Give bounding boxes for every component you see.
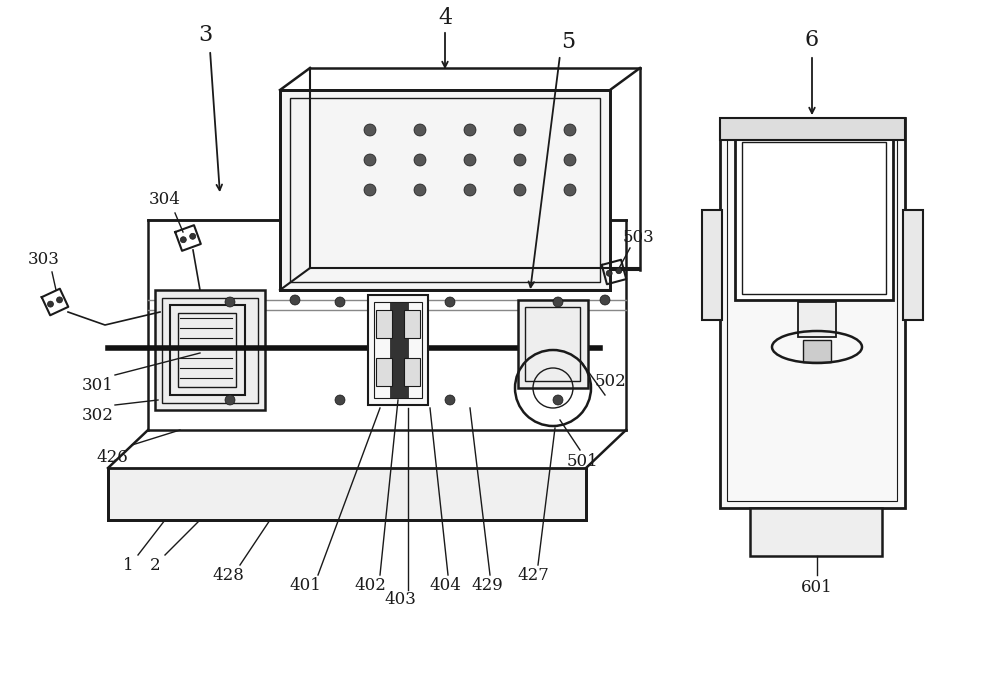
Bar bbox=[376, 310, 392, 338]
Bar bbox=[374, 302, 422, 398]
Text: 6: 6 bbox=[805, 29, 819, 51]
Bar bbox=[525, 307, 580, 381]
Circle shape bbox=[190, 234, 196, 239]
Circle shape bbox=[464, 124, 476, 136]
Text: 302: 302 bbox=[82, 406, 114, 424]
Circle shape bbox=[464, 154, 476, 166]
Circle shape bbox=[464, 184, 476, 196]
Bar bbox=[735, 135, 893, 300]
Text: 428: 428 bbox=[212, 567, 244, 584]
Text: 303: 303 bbox=[28, 251, 60, 269]
Text: 1: 1 bbox=[123, 556, 133, 573]
Bar bbox=[170, 305, 245, 395]
Text: 403: 403 bbox=[384, 592, 416, 609]
Text: 4: 4 bbox=[438, 7, 452, 29]
Circle shape bbox=[553, 297, 563, 307]
Bar bbox=[290, 98, 600, 282]
Bar bbox=[750, 508, 882, 556]
Text: 601: 601 bbox=[801, 580, 833, 596]
Bar bbox=[518, 300, 588, 388]
Bar bbox=[727, 125, 897, 501]
Bar bbox=[742, 142, 886, 294]
Circle shape bbox=[564, 154, 576, 166]
Text: 503: 503 bbox=[622, 230, 654, 246]
Text: 5: 5 bbox=[561, 31, 575, 53]
Bar bbox=[803, 340, 831, 362]
Bar bbox=[404, 358, 420, 386]
Text: 426: 426 bbox=[96, 450, 128, 466]
Circle shape bbox=[600, 295, 610, 305]
Bar bbox=[903, 210, 923, 320]
Circle shape bbox=[606, 270, 612, 276]
Text: 2: 2 bbox=[150, 556, 160, 573]
Circle shape bbox=[564, 184, 576, 196]
Text: 427: 427 bbox=[517, 567, 549, 584]
Circle shape bbox=[47, 301, 53, 307]
Circle shape bbox=[364, 184, 376, 196]
Text: 301: 301 bbox=[82, 376, 114, 393]
Circle shape bbox=[564, 124, 576, 136]
Circle shape bbox=[225, 395, 235, 405]
Bar bbox=[108, 468, 586, 520]
Text: 401: 401 bbox=[289, 577, 321, 594]
Bar bbox=[390, 302, 408, 398]
Circle shape bbox=[553, 395, 563, 405]
Circle shape bbox=[290, 295, 300, 305]
Circle shape bbox=[616, 267, 622, 274]
Circle shape bbox=[335, 395, 345, 405]
Circle shape bbox=[414, 124, 426, 136]
Circle shape bbox=[414, 184, 426, 196]
Text: 404: 404 bbox=[429, 577, 461, 594]
Bar bbox=[368, 295, 428, 405]
Text: 3: 3 bbox=[198, 24, 212, 46]
Bar bbox=[404, 310, 420, 338]
Text: 304: 304 bbox=[149, 192, 181, 209]
Text: 502: 502 bbox=[594, 374, 626, 391]
Bar bbox=[376, 358, 392, 386]
Circle shape bbox=[364, 154, 376, 166]
Circle shape bbox=[445, 395, 455, 405]
Text: 429: 429 bbox=[471, 577, 503, 594]
Bar bbox=[720, 118, 905, 508]
Circle shape bbox=[514, 124, 526, 136]
Circle shape bbox=[225, 297, 235, 307]
Bar bbox=[720, 118, 905, 140]
Circle shape bbox=[514, 184, 526, 196]
Circle shape bbox=[57, 297, 63, 303]
Text: 402: 402 bbox=[354, 577, 386, 594]
Text: 501: 501 bbox=[566, 454, 598, 471]
Circle shape bbox=[445, 297, 455, 307]
Bar bbox=[798, 302, 836, 337]
Circle shape bbox=[180, 237, 186, 243]
Bar bbox=[702, 210, 722, 320]
Bar bbox=[280, 90, 610, 290]
Bar bbox=[162, 298, 258, 403]
Bar bbox=[155, 290, 265, 410]
Circle shape bbox=[364, 124, 376, 136]
Circle shape bbox=[414, 154, 426, 166]
Bar bbox=[178, 313, 236, 387]
Circle shape bbox=[335, 297, 345, 307]
Circle shape bbox=[514, 154, 526, 166]
